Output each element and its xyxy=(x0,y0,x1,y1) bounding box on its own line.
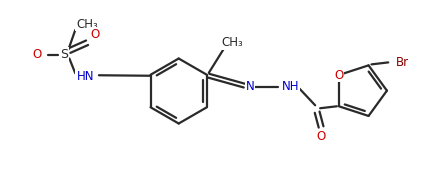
Text: O: O xyxy=(90,28,99,41)
Text: NH: NH xyxy=(282,80,299,93)
Text: Br: Br xyxy=(396,56,409,69)
Text: O: O xyxy=(32,48,42,61)
Text: O: O xyxy=(334,68,344,82)
Text: N: N xyxy=(246,80,254,93)
Text: HN: HN xyxy=(76,70,94,83)
Text: O: O xyxy=(316,130,326,143)
Text: CH₃: CH₃ xyxy=(222,36,243,49)
Text: CH₃: CH₃ xyxy=(76,17,98,31)
Text: S: S xyxy=(60,48,69,61)
